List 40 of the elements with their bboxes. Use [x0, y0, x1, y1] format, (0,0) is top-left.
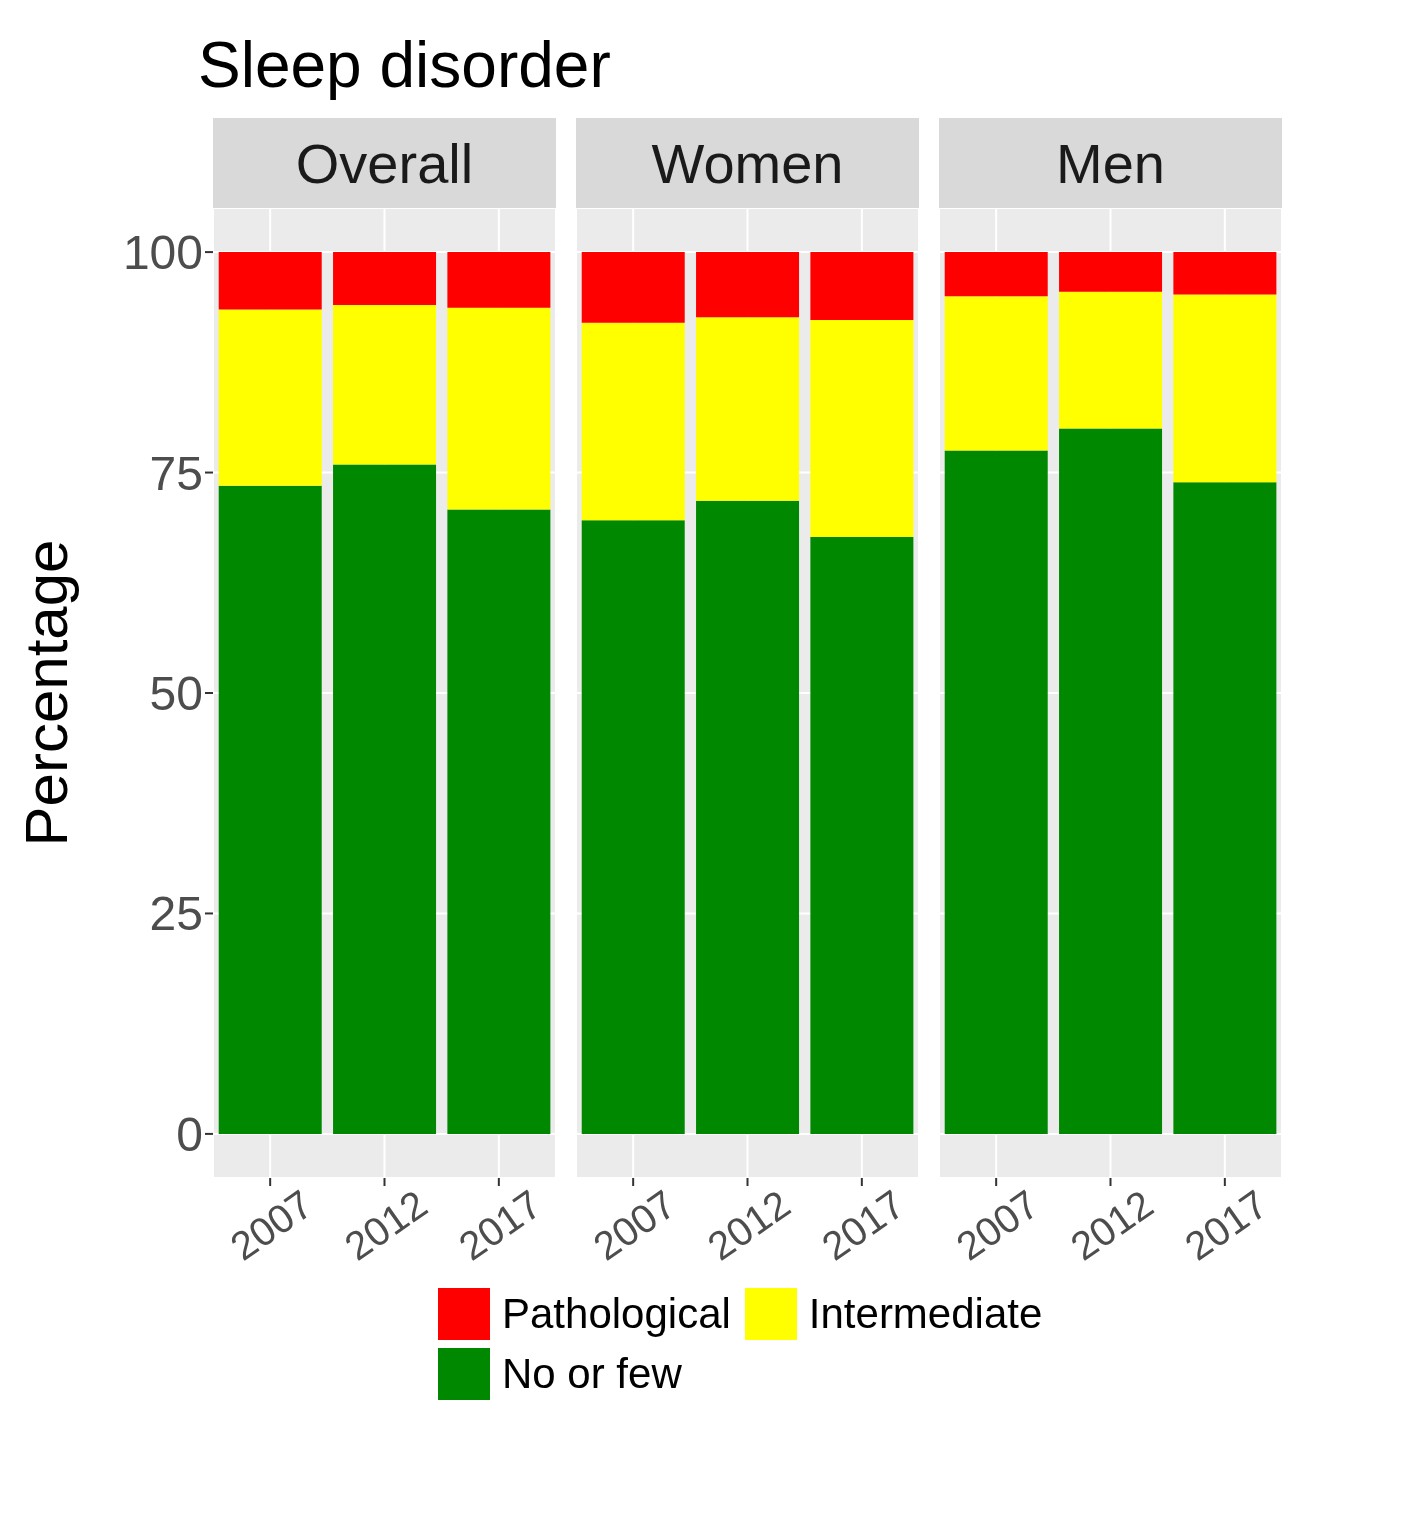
bar	[1059, 428, 1163, 1134]
bar	[333, 252, 437, 305]
bar	[447, 307, 551, 510]
bar	[696, 252, 800, 318]
bar	[581, 322, 685, 521]
bar	[696, 500, 800, 1134]
bar	[696, 317, 800, 501]
bar	[1059, 252, 1163, 292]
bar	[810, 252, 914, 320]
bar	[1173, 252, 1277, 295]
legend-label: Intermediate	[808, 1290, 1043, 1338]
chart-title: Sleep disorder	[198, 28, 611, 102]
bar	[581, 520, 685, 1134]
bar	[1173, 482, 1277, 1134]
bar	[944, 296, 1048, 451]
bar	[581, 252, 685, 323]
chart-subtitle: Women	[576, 118, 919, 208]
bar	[447, 252, 551, 308]
y-tick-label: 0	[176, 1107, 203, 1161]
bar	[944, 252, 1048, 297]
bar	[218, 485, 322, 1134]
bar	[333, 305, 437, 465]
bar	[1059, 291, 1163, 429]
bar	[944, 450, 1048, 1134]
bar	[333, 464, 437, 1134]
y-axis-title: Percentage	[11, 539, 80, 847]
y-tick-label: 100	[122, 226, 203, 280]
bar	[218, 309, 322, 486]
y-tick-label: 75	[149, 446, 203, 500]
bar	[447, 509, 551, 1134]
legend-label: No or few	[502, 1350, 682, 1398]
y-tick-label: 50	[149, 667, 203, 721]
y-tick-label: 25	[149, 887, 203, 941]
bar	[810, 536, 914, 1134]
bar	[810, 319, 914, 537]
legend-label: Pathological	[502, 1290, 731, 1338]
chart-subtitle: Overall	[213, 118, 556, 208]
chart-subtitle: Men	[939, 118, 1282, 208]
bar	[218, 252, 322, 310]
bar	[1173, 294, 1277, 483]
